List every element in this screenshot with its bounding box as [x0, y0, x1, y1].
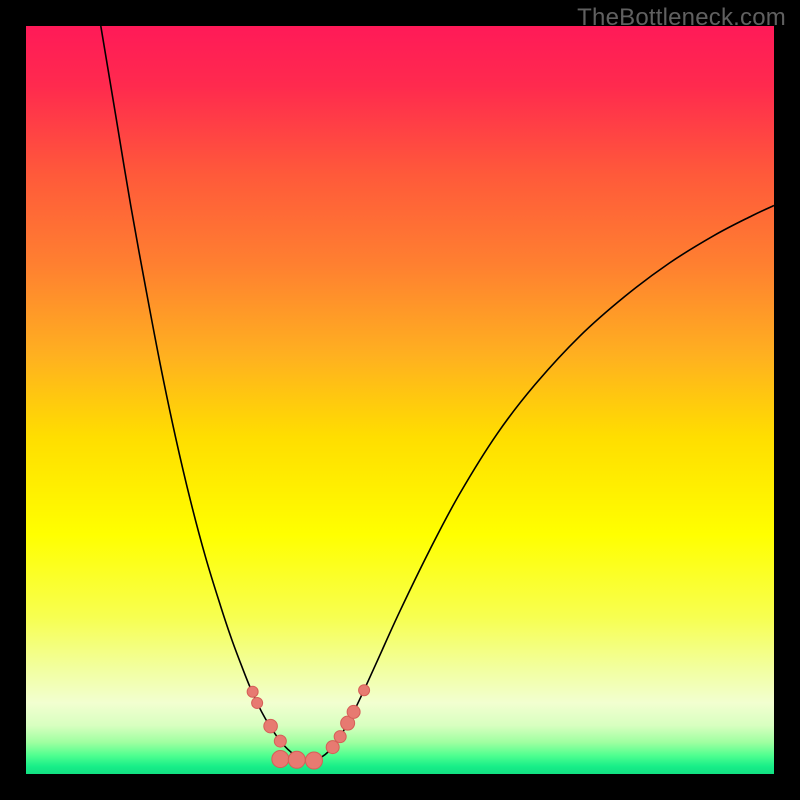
watermark-text: TheBottleneck.com [577, 4, 786, 32]
chart-frame: TheBottleneck.com [0, 0, 800, 800]
data-marker [305, 752, 322, 769]
data-marker [274, 735, 286, 747]
data-marker [359, 685, 370, 696]
data-marker [326, 741, 339, 754]
gradient-background [26, 26, 774, 774]
data-marker [264, 719, 278, 733]
data-marker [347, 705, 360, 718]
data-marker [247, 686, 258, 697]
bottleneck-curve-chart [0, 0, 800, 800]
data-marker [334, 731, 346, 743]
data-marker [252, 697, 263, 708]
data-marker [272, 751, 289, 768]
data-marker [288, 751, 305, 768]
